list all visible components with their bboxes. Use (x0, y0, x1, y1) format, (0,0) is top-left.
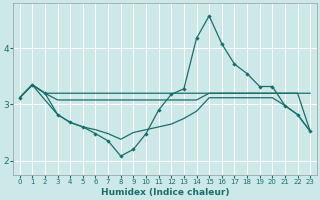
X-axis label: Humidex (Indice chaleur): Humidex (Indice chaleur) (101, 188, 229, 197)
